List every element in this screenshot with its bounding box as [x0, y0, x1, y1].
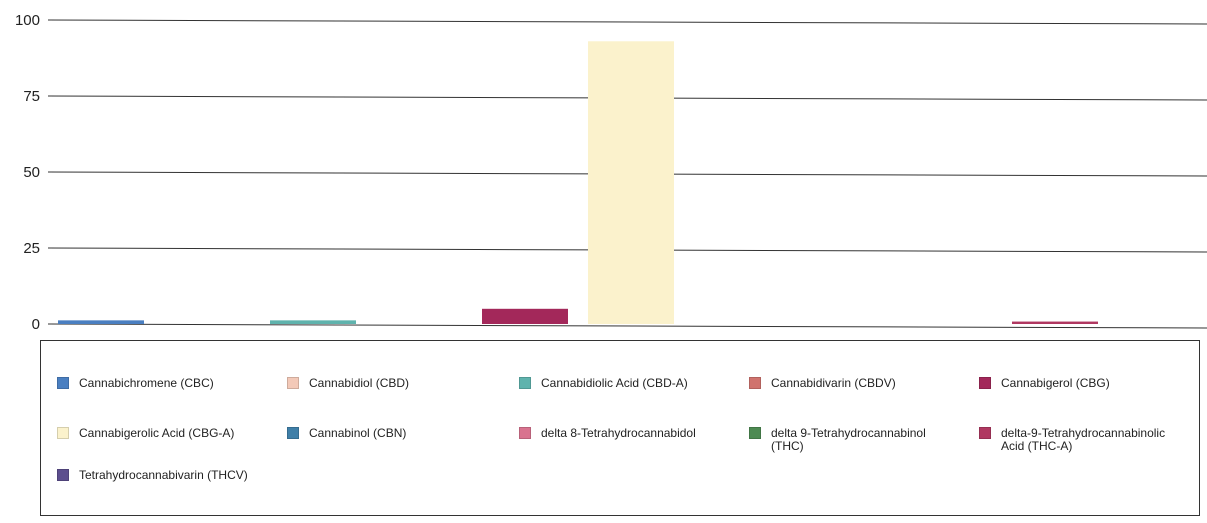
legend-swatch: [57, 427, 69, 439]
legend-swatch: [979, 427, 991, 439]
legend-item: Cannabidiol (CBD): [287, 377, 409, 390]
legend-swatch: [979, 377, 991, 389]
legend-item: Tetrahydrocannabivarin (THCV): [57, 469, 248, 482]
legend-label: Cannabigerol (CBG): [1001, 376, 1110, 390]
y-axis-ticks: 0 25 50 75 100: [15, 12, 40, 333]
legend-swatch: [57, 469, 69, 481]
legend-label: delta 9-Tetrahydrocannabinol (THC): [771, 426, 926, 453]
legend-item: Cannabichromene (CBC): [57, 377, 214, 390]
gridline: [47, 323, 1207, 329]
legend-label: Cannabigerolic Acid (CBG-A): [79, 426, 235, 440]
bar-10: [1012, 321, 1098, 324]
legend-item: delta 8-Tetrahydrocannabidol: [519, 427, 696, 440]
legend-item: Cannabidiolic Acid (CBD-A): [519, 377, 688, 390]
legend-label: delta 8-Tetrahydrocannabidol: [541, 426, 696, 440]
bar-1: [58, 320, 144, 324]
legend-label: Cannabidivarin (CBDV): [771, 376, 896, 390]
y-tick-label: 0: [32, 316, 40, 333]
y-tick-label: 100: [15, 12, 40, 29]
y-tick-label: 50: [23, 164, 40, 181]
legend-swatch: [519, 427, 531, 439]
legend-swatch: [57, 377, 69, 389]
y-tick-label: 25: [23, 240, 40, 257]
legend: Cannabichromene (CBC) Cannabidiol (CBD) Ca…: [40, 340, 1200, 516]
legend-label: delta-9-Tetrahydrocannabinolic Acid (THC…: [1001, 426, 1166, 453]
legend-label: Cannabidiol (CBD): [309, 376, 410, 390]
legend-swatch: [519, 377, 531, 389]
legend-swatch: [287, 427, 299, 439]
legend-item: Cannabigerol (CBG): [979, 377, 1110, 390]
legend-swatch: [749, 427, 761, 439]
bars: [58, 41, 1098, 324]
legend-item: delta-9-Tetrahydrocannabinolic Acid (THC…: [979, 427, 1191, 453]
legend-swatch: [749, 377, 761, 389]
bar-3: [270, 320, 356, 324]
bar-6: [588, 41, 674, 324]
legend-item: Cannabigerolic Acid (CBG-A): [57, 427, 234, 440]
legend-label: Tetrahydrocannabivarin (THCV): [79, 468, 248, 482]
legend-item: delta 9-Tetrahydrocannabinol (THC): [749, 427, 961, 453]
legend-item: Cannabinol (CBN): [287, 427, 406, 440]
gridline: [47, 19, 1207, 25]
bar-chart: 0 25 50 75 100: [15, 12, 1207, 333]
legend-label: Cannabinol (CBN): [309, 426, 407, 440]
legend-label: Cannabichromene (CBC): [79, 376, 214, 390]
legend-label: Cannabidiolic Acid (CBD-A): [541, 376, 688, 390]
y-tick-label: 75: [23, 88, 40, 105]
bar-5: [482, 308, 568, 324]
legend-swatch: [287, 377, 299, 389]
legend-item: Cannabidivarin (CBDV): [749, 377, 896, 390]
